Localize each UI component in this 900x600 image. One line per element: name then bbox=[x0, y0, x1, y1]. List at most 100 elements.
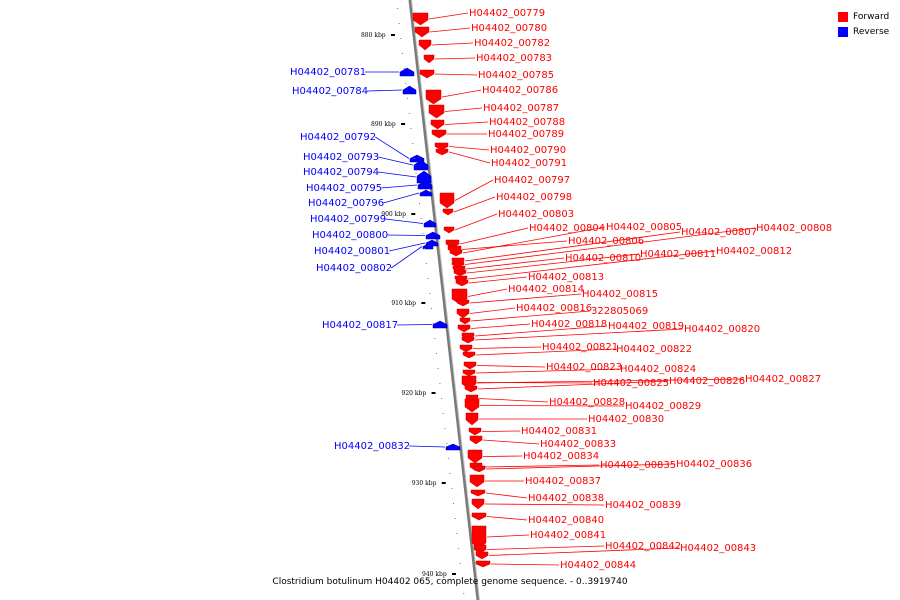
gene-feature-forward[interactable] bbox=[462, 351, 476, 359]
gene-label[interactable]: H04402_00795 bbox=[306, 183, 382, 194]
gene-feature-reverse[interactable] bbox=[402, 85, 417, 95]
gene-feature-forward[interactable] bbox=[435, 148, 449, 156]
gene-label[interactable]: H04402_00793 bbox=[303, 152, 379, 163]
gene-label[interactable]: H04402_00789 bbox=[488, 129, 564, 140]
gene-label[interactable]: H04402_00836 bbox=[676, 459, 752, 470]
gene-feature-forward[interactable] bbox=[471, 512, 487, 521]
gene-feature-reverse[interactable] bbox=[399, 67, 415, 77]
gene-feature-forward[interactable] bbox=[469, 435, 483, 445]
gene-feature-forward[interactable] bbox=[434, 142, 449, 151]
gene-label[interactable]: H04402_00838 bbox=[528, 493, 604, 504]
gene-feature-forward[interactable] bbox=[447, 245, 462, 254]
gene-label[interactable]: H04402_00796 bbox=[308, 198, 384, 209]
gene-label[interactable]: H04402_00801 bbox=[314, 246, 390, 257]
gene-label[interactable]: H04402_00842 bbox=[605, 541, 681, 552]
gene-label[interactable]: H04402_00811 bbox=[640, 249, 716, 260]
gene-label[interactable]: H04402_00794 bbox=[303, 167, 379, 178]
gene-label[interactable]: H04402_00792 bbox=[300, 132, 376, 143]
gene-label[interactable]: H04402_00800 bbox=[312, 230, 388, 241]
gene-label[interactable]: H04402_00816 bbox=[516, 303, 592, 314]
gene-label[interactable]: H04402_00830 bbox=[588, 414, 664, 425]
gene-label[interactable]: H04402_00782 bbox=[474, 38, 550, 49]
gene-label[interactable]: H04402_00841 bbox=[530, 530, 606, 541]
gene-feature-forward[interactable] bbox=[428, 104, 445, 119]
gene-label[interactable]: H04402_00832 bbox=[334, 441, 410, 452]
gene-label[interactable]: H04402_00827 bbox=[745, 374, 821, 385]
gene-label[interactable]: H04402_00837 bbox=[525, 476, 601, 487]
gene-feature-forward[interactable] bbox=[456, 308, 470, 319]
gene-label[interactable]: H04402_00815 bbox=[582, 289, 658, 300]
gene-label[interactable]: H04402_00817 bbox=[322, 320, 398, 331]
gene-feature-reverse[interactable] bbox=[417, 180, 433, 190]
gene-label[interactable]: H04402_00780 bbox=[471, 23, 547, 34]
gene-label[interactable]: H04402_00820 bbox=[684, 324, 760, 335]
gene-label[interactable]: H04402_00788 bbox=[489, 117, 565, 128]
gene-feature-forward[interactable] bbox=[463, 361, 477, 370]
gene-feature-forward[interactable] bbox=[425, 89, 442, 105]
gene-label[interactable]: H04402_00844 bbox=[560, 560, 636, 571]
gene-feature-reverse[interactable] bbox=[422, 243, 434, 250]
gene-label[interactable]: H04402_00819 bbox=[608, 321, 684, 332]
gene-feature-forward[interactable] bbox=[468, 427, 482, 436]
gene-feature-forward[interactable] bbox=[456, 299, 470, 307]
gene-feature-reverse[interactable] bbox=[419, 189, 433, 197]
gene-label[interactable]: H04402_00784 bbox=[292, 86, 368, 97]
gene-label[interactable]: H04402_00822 bbox=[616, 344, 692, 355]
gene-feature-reverse[interactable] bbox=[413, 159, 429, 171]
gene-label[interactable]: H04402_00798 bbox=[496, 192, 572, 203]
gene-label[interactable]: H04402_00828 bbox=[549, 397, 625, 408]
gene-feature-forward[interactable] bbox=[457, 324, 471, 333]
gene-label[interactable]: H04402_00818 bbox=[531, 319, 607, 330]
gene-feature-forward[interactable] bbox=[472, 465, 486, 473]
gene-label[interactable]: H04402_00803 bbox=[498, 209, 574, 220]
gene-feature-forward[interactable] bbox=[469, 474, 485, 488]
gene-label[interactable]: H04402_00783 bbox=[476, 53, 552, 64]
gene-label[interactable]: H04402_00790 bbox=[490, 145, 566, 156]
gene-label[interactable]: H04402_00813 bbox=[528, 272, 604, 283]
gene-label[interactable]: H04402_00831 bbox=[521, 426, 597, 437]
gene-feature-forward[interactable] bbox=[464, 398, 480, 413]
gene-feature-forward[interactable] bbox=[442, 208, 454, 216]
gene-label[interactable]: H04402_00814 bbox=[508, 284, 584, 295]
gene-label[interactable]: H04402_00779 bbox=[469, 8, 545, 19]
gene-label[interactable]: H04402_00785 bbox=[478, 70, 554, 81]
gene-feature-forward[interactable] bbox=[475, 560, 491, 568]
gene-feature-forward[interactable] bbox=[459, 317, 471, 325]
gene-feature-reverse[interactable] bbox=[432, 320, 448, 329]
gene-feature-forward[interactable] bbox=[467, 449, 483, 464]
gene-feature-forward[interactable] bbox=[430, 119, 445, 130]
gene-label[interactable]: H04402_00829 bbox=[625, 401, 701, 412]
gene-feature-forward[interactable] bbox=[461, 336, 475, 344]
gene-label[interactable]: H04402_00787 bbox=[483, 103, 559, 114]
gene-label[interactable]: H04402_00808 bbox=[756, 223, 832, 234]
gene-label[interactable]: H04402_00804 bbox=[529, 223, 605, 234]
gene-label[interactable]: H04402_00805 bbox=[606, 222, 682, 233]
gene-label[interactable]: H04402_00839 bbox=[605, 500, 681, 511]
gene-feature-forward[interactable] bbox=[471, 525, 487, 549]
gene-feature-forward[interactable] bbox=[443, 226, 455, 234]
gene-label[interactable]: H04402_00781 bbox=[290, 67, 366, 78]
gene-label[interactable]: H04402_00823 bbox=[546, 362, 622, 373]
gene-feature-forward[interactable] bbox=[412, 12, 429, 26]
gene-label[interactable]: H04402_00786 bbox=[482, 85, 558, 96]
gene-feature-forward[interactable] bbox=[431, 129, 447, 139]
gene-feature-reverse[interactable] bbox=[425, 231, 441, 240]
gene-label[interactable]: H04402_00812 bbox=[716, 246, 792, 257]
gene-feature-forward[interactable] bbox=[418, 39, 432, 51]
gene-feature-reverse[interactable] bbox=[445, 443, 461, 451]
gene-label[interactable]: H04402_00843 bbox=[680, 543, 756, 554]
gene-label[interactable]: H04402_00802 bbox=[316, 263, 392, 274]
gene-feature-forward[interactable] bbox=[464, 385, 478, 393]
gene-feature-forward[interactable] bbox=[470, 489, 486, 497]
gene-label[interactable]: H04402_00834 bbox=[523, 451, 599, 462]
gene-label[interactable]: H04402_00791 bbox=[491, 158, 567, 169]
gene-feature-forward[interactable] bbox=[453, 269, 467, 277]
gene-label[interactable]: H04402_00825 bbox=[593, 378, 669, 389]
gene-label[interactable]: H04402_00835 bbox=[600, 460, 676, 471]
gene-label[interactable]: H04402_00824 bbox=[620, 364, 696, 375]
gene-feature-forward[interactable] bbox=[419, 69, 435, 79]
gene-feature-forward[interactable] bbox=[455, 279, 469, 287]
gene-label[interactable]: H04402_00797 bbox=[494, 175, 570, 186]
gene-feature-forward[interactable] bbox=[475, 551, 489, 560]
gene-feature-forward[interactable] bbox=[465, 412, 479, 426]
